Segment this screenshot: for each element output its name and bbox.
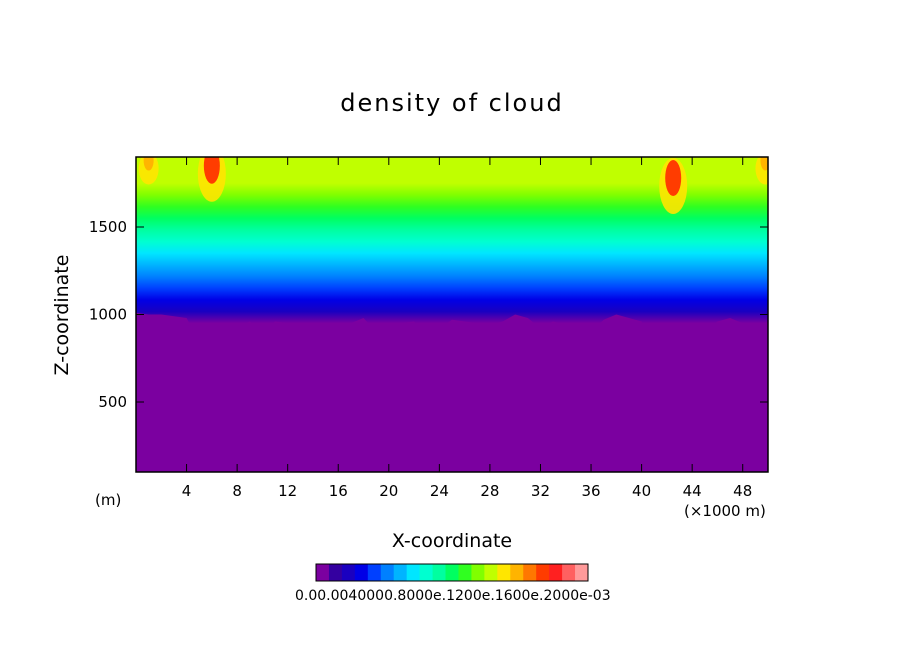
x-tick-label: 44 bbox=[683, 482, 702, 500]
x-tick-label: 40 bbox=[632, 482, 651, 500]
cloud-density-field bbox=[136, 157, 768, 385]
x-tick-label: 24 bbox=[430, 482, 449, 500]
colorbar-swatch bbox=[406, 564, 421, 581]
colorbar-swatch bbox=[536, 564, 550, 581]
colorbar-labels: 0.00.0040000.8000e.1200e.1600e.2000e-03 bbox=[295, 588, 611, 604]
y-tick-label: 1500 bbox=[89, 218, 127, 236]
colorbar-frame bbox=[315, 563, 589, 582]
colorbar-swatch bbox=[419, 564, 434, 581]
colorbar-swatch bbox=[497, 564, 511, 581]
colorbar-swatch bbox=[316, 564, 330, 581]
x-tick-label: 8 bbox=[232, 482, 242, 500]
colorbar-swatch bbox=[432, 564, 447, 581]
colorbar-swatch bbox=[380, 564, 395, 581]
x-tick-label: 16 bbox=[329, 482, 348, 500]
colorbar-swatch bbox=[367, 564, 382, 581]
y-tick-label: 500 bbox=[98, 393, 127, 411]
colorbar-swatch bbox=[393, 564, 408, 581]
y-axis-ticks: 500 1000 1500 bbox=[89, 218, 768, 411]
x-tick-label: 32 bbox=[531, 482, 550, 500]
plot-area bbox=[136, 157, 768, 472]
density-hotspot-core bbox=[143, 157, 154, 171]
colorbar-swatch bbox=[523, 564, 537, 581]
density-hotspot-core bbox=[203, 157, 220, 184]
density-hotspot-core bbox=[665, 160, 682, 196]
y-tick-label: 1000 bbox=[89, 306, 127, 324]
colorbar-swatch bbox=[445, 564, 459, 581]
x-tick-label: 4 bbox=[182, 482, 192, 500]
x-tick-label: 48 bbox=[733, 482, 752, 500]
colorbar-swatch bbox=[471, 564, 485, 581]
colorbar-swatch bbox=[328, 564, 343, 581]
x-tick-label: 20 bbox=[379, 482, 398, 500]
y-axis-label: Z-coordinate bbox=[51, 255, 73, 376]
density-hotspot bbox=[138, 157, 159, 185]
colorbar-swatch bbox=[549, 564, 563, 581]
x-tick-label: 12 bbox=[278, 482, 297, 500]
colorbar-swatch bbox=[458, 564, 472, 581]
colorbar-swatch bbox=[341, 564, 356, 581]
colorbar-swatch bbox=[575, 564, 589, 581]
colorbar-swatch bbox=[562, 564, 576, 581]
colorbar bbox=[315, 563, 589, 582]
x-axis-label: X-coordinate bbox=[392, 530, 512, 552]
x-unit-left: (m) bbox=[95, 491, 121, 509]
x-unit-right: (×1000 m) bbox=[684, 502, 766, 520]
x-axis-ticks: 4 8 12 16 20 24 28 32 36 40 44 48 bbox=[182, 157, 752, 500]
colorbar-swatch bbox=[354, 564, 369, 581]
density-hotspot-core bbox=[760, 157, 768, 171]
x-tick-label: 28 bbox=[480, 482, 499, 500]
x-tick-label: 36 bbox=[581, 482, 600, 500]
upper-density-band bbox=[136, 157, 768, 178]
colorbar-swatch bbox=[484, 564, 498, 581]
colorbar-swatch bbox=[510, 564, 524, 581]
chart-title: density of cloud bbox=[340, 89, 563, 117]
